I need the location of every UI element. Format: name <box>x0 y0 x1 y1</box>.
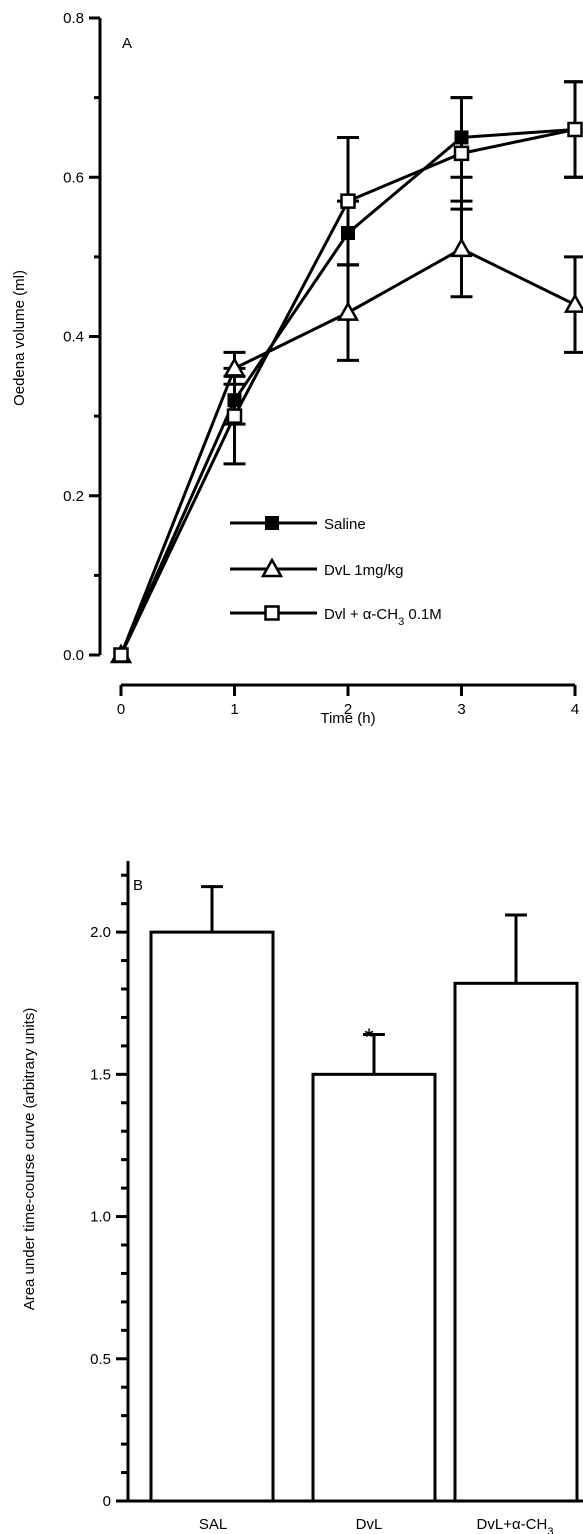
legend-swatch-dvl-alpha-marker <box>264 605 280 621</box>
chart-a-legend: Saline DvL 1mg/kg Dvl + α-CH3 0.1M <box>230 516 442 628</box>
series-dvl-alpha-points <box>113 121 583 663</box>
chart-a-axes: 0.0 0.2 0.4 0.6 0.8 0 1 2 3 4 <box>63 10 579 718</box>
series-dvl-alpha-point <box>453 145 470 162</box>
category-label-dvl-alpha-main: DvL+α-CH <box>477 1516 548 1533</box>
category-label-dvl-alpha: DvL+α-CH3 <box>477 1516 554 1534</box>
chart-a: 0.0 0.2 0.4 0.6 0.8 0 1 2 3 4 A Time (h) Oedena v… <box>11 10 583 727</box>
bar-dvl-alpha <box>453 981 579 1503</box>
chart-a-x-tick-label: 4 <box>571 701 579 718</box>
series-saline-point <box>227 393 242 408</box>
series-dvl-errors <box>223 199 583 386</box>
chart-a-series <box>109 80 583 664</box>
chart-a-y-tick-label: 0.2 <box>63 488 84 505</box>
category-label-dvl-alpha-sub: 3 <box>547 1526 553 1534</box>
series-dvl-point <box>450 237 473 258</box>
chart-b-y-tick-label: 0 <box>103 1493 111 1510</box>
series-dvl-alpha-point <box>113 647 129 663</box>
chart-a-x-axis-label: Time (h) <box>320 710 375 727</box>
chart-b-panel-label: B <box>133 877 143 894</box>
legend-label-dvl-alpha: Dvl + α-CH3 0.1M <box>324 606 442 628</box>
category-label-dvl: DvL <box>356 1516 383 1533</box>
legend-label-saline: Saline <box>324 516 366 533</box>
series-dvl-points <box>109 237 583 664</box>
chart-a-y-tick-label: 0.0 <box>63 647 84 664</box>
legend-swatch-saline-marker <box>265 516 279 530</box>
chart-b-y-tick-label: 0.5 <box>90 1351 111 1368</box>
series-saline-point <box>454 130 469 145</box>
legend-label-dvl-alpha-rest: 0.1M <box>404 606 442 623</box>
chart-a-x-tick-label: 2 <box>344 701 352 718</box>
chart-a-y-axis-label: Oedena volume (ml) <box>11 270 28 406</box>
chart-b-y-tick-label: 2.0 <box>90 924 111 941</box>
chart-a-x-tick-label: 1 <box>230 701 238 718</box>
chart-a-x-tick-label: 3 <box>457 701 465 718</box>
chart-a-y-tick-label: 0.4 <box>63 329 84 346</box>
chart-b-y-axis-label: Area under time-course curve (arbitrary … <box>21 1008 38 1311</box>
chart-a-y-tick-label: 0.8 <box>63 10 84 27</box>
chart-b-bars <box>149 885 579 1503</box>
bar-dvl <box>311 1072 437 1503</box>
legend-label-dvl-alpha-main: Dvl + α-CH <box>324 606 398 623</box>
series-dvl-point <box>223 356 246 377</box>
chart-b-y-tick-label: 1.5 <box>90 1066 111 1083</box>
category-label-sal: SAL <box>199 1516 227 1533</box>
series-dvl-alpha-point <box>340 193 356 209</box>
chart-b-y-tick-label: 1.0 <box>90 1209 111 1226</box>
chart-a-panel-label: A <box>122 35 132 52</box>
legend-swatch-dvl-marker <box>260 557 284 578</box>
legend-label-dvl-alpha-sub: 3 <box>398 616 404 628</box>
chart-a-x-tick-label: 0 <box>117 701 125 718</box>
series-dvl-point <box>563 293 583 313</box>
bar-annotation-star: * <box>364 1024 373 1051</box>
series-dvl-point <box>336 301 360 321</box>
bar-sal <box>149 930 275 1503</box>
series-dvl-alpha-point <box>567 121 583 138</box>
series-saline-point <box>341 225 355 240</box>
series-dvl-alpha-point <box>226 408 243 424</box>
chart-a-y-tick-label: 0.6 <box>63 169 84 186</box>
legend-label-dvl: DvL 1mg/kg <box>324 562 403 579</box>
chart-b: 0 0.5 1.0 1.5 2.0 B Area under time-course c… <box>21 861 583 1534</box>
